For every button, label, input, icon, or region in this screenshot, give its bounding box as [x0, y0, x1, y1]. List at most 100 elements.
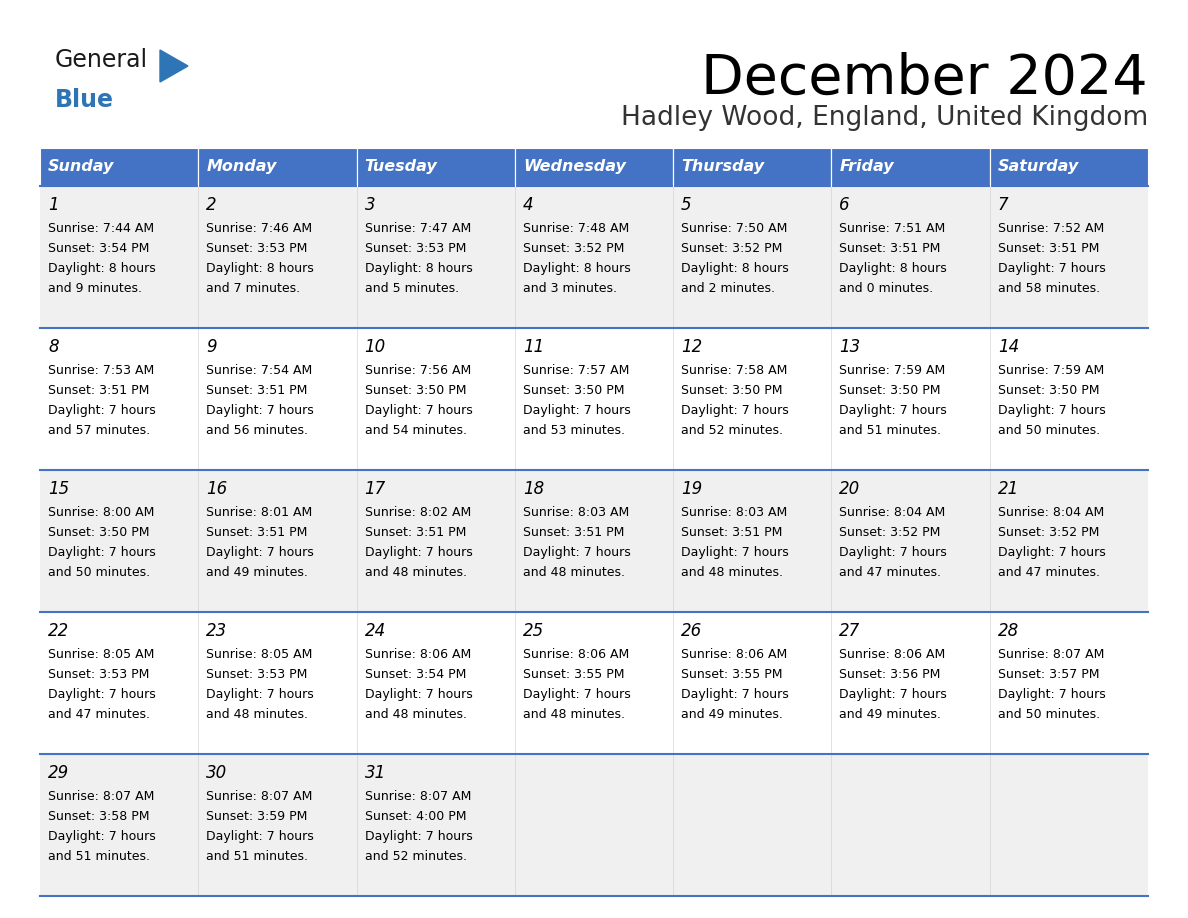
Text: Sunset: 3:51 PM: Sunset: 3:51 PM	[998, 242, 1099, 255]
Text: 22: 22	[48, 622, 69, 640]
Bar	[40, 186, 1148, 328]
Text: Sunset: 3:57 PM: Sunset: 3:57 PM	[998, 668, 1099, 681]
Text: Daylight: 7 hours: Daylight: 7 hours	[840, 546, 947, 559]
Text: Daylight: 7 hours: Daylight: 7 hours	[523, 404, 631, 417]
Text: Sunset: 3:55 PM: Sunset: 3:55 PM	[523, 668, 625, 681]
Text: Blue: Blue	[55, 88, 114, 112]
Text: Sunrise: 8:06 AM: Sunrise: 8:06 AM	[523, 648, 630, 661]
Text: Sunset: 3:51 PM: Sunset: 3:51 PM	[207, 526, 308, 539]
Text: and 0 minutes.: and 0 minutes.	[840, 282, 934, 295]
Text: and 56 minutes.: and 56 minutes.	[207, 424, 308, 437]
Text: 17: 17	[365, 480, 386, 498]
Text: and 51 minutes.: and 51 minutes.	[840, 424, 941, 437]
Text: and 2 minutes.: and 2 minutes.	[681, 282, 775, 295]
Text: 9: 9	[207, 338, 217, 356]
Text: 25: 25	[523, 622, 544, 640]
Text: 12: 12	[681, 338, 702, 356]
Text: Sunrise: 8:05 AM: Sunrise: 8:05 AM	[48, 648, 154, 661]
Text: Sunrise: 7:44 AM: Sunrise: 7:44 AM	[48, 222, 154, 235]
Text: Sunset: 3:52 PM: Sunset: 3:52 PM	[998, 526, 1099, 539]
Text: and 53 minutes.: and 53 minutes.	[523, 424, 625, 437]
Text: Daylight: 7 hours: Daylight: 7 hours	[365, 546, 473, 559]
Text: Sunrise: 8:02 AM: Sunrise: 8:02 AM	[365, 506, 470, 519]
Text: Sunset: 3:51 PM: Sunset: 3:51 PM	[365, 526, 466, 539]
Text: Daylight: 7 hours: Daylight: 7 hours	[998, 546, 1106, 559]
Text: 11: 11	[523, 338, 544, 356]
Text: 29: 29	[48, 764, 69, 782]
Text: General: General	[55, 48, 148, 72]
Bar	[40, 754, 1148, 896]
Text: Sunset: 3:54 PM: Sunset: 3:54 PM	[48, 242, 150, 255]
Text: Sunset: 3:50 PM: Sunset: 3:50 PM	[681, 384, 783, 397]
Text: Sunrise: 8:04 AM: Sunrise: 8:04 AM	[840, 506, 946, 519]
Text: Sunset: 3:59 PM: Sunset: 3:59 PM	[207, 810, 308, 823]
Text: Sunset: 3:50 PM: Sunset: 3:50 PM	[523, 384, 625, 397]
Text: Daylight: 7 hours: Daylight: 7 hours	[48, 688, 156, 701]
Text: and 49 minutes.: and 49 minutes.	[207, 566, 308, 579]
Text: Daylight: 8 hours: Daylight: 8 hours	[48, 262, 156, 275]
Text: 26: 26	[681, 622, 702, 640]
Text: and 49 minutes.: and 49 minutes.	[681, 708, 783, 721]
Text: 16: 16	[207, 480, 228, 498]
Bar	[832, 148, 990, 186]
Text: Tuesday: Tuesday	[365, 160, 437, 174]
Text: Sunrise: 8:06 AM: Sunrise: 8:06 AM	[365, 648, 470, 661]
Text: 6: 6	[840, 196, 851, 214]
Text: and 50 minutes.: and 50 minutes.	[48, 566, 150, 579]
Text: Thursday: Thursday	[681, 160, 764, 174]
Text: Sunrise: 8:05 AM: Sunrise: 8:05 AM	[207, 648, 312, 661]
Text: Daylight: 7 hours: Daylight: 7 hours	[681, 546, 789, 559]
Text: Sunrise: 7:58 AM: Sunrise: 7:58 AM	[681, 364, 788, 377]
Text: Sunset: 3:51 PM: Sunset: 3:51 PM	[48, 384, 150, 397]
Text: Daylight: 8 hours: Daylight: 8 hours	[365, 262, 473, 275]
Text: Daylight: 7 hours: Daylight: 7 hours	[365, 404, 473, 417]
Polygon shape	[160, 50, 188, 82]
Text: Friday: Friday	[840, 160, 895, 174]
Text: 27: 27	[840, 622, 860, 640]
Text: Daylight: 7 hours: Daylight: 7 hours	[48, 404, 156, 417]
Text: Sunrise: 7:59 AM: Sunrise: 7:59 AM	[840, 364, 946, 377]
Text: Daylight: 7 hours: Daylight: 7 hours	[681, 688, 789, 701]
Text: Sunrise: 8:01 AM: Sunrise: 8:01 AM	[207, 506, 312, 519]
Text: and 49 minutes.: and 49 minutes.	[840, 708, 941, 721]
Text: and 7 minutes.: and 7 minutes.	[207, 282, 301, 295]
Text: Hadley Wood, England, United Kingdom: Hadley Wood, England, United Kingdom	[621, 105, 1148, 131]
Bar	[40, 470, 1148, 612]
Text: 8: 8	[48, 338, 58, 356]
Text: 14: 14	[998, 338, 1019, 356]
Text: 13: 13	[840, 338, 860, 356]
Text: Sunrise: 8:00 AM: Sunrise: 8:00 AM	[48, 506, 154, 519]
Text: Monday: Monday	[207, 160, 277, 174]
Text: Daylight: 8 hours: Daylight: 8 hours	[840, 262, 947, 275]
Text: and 52 minutes.: and 52 minutes.	[365, 850, 467, 863]
Text: Sunset: 3:52 PM: Sunset: 3:52 PM	[681, 242, 783, 255]
Text: Daylight: 7 hours: Daylight: 7 hours	[681, 404, 789, 417]
Text: and 48 minutes.: and 48 minutes.	[365, 566, 467, 579]
Text: 23: 23	[207, 622, 228, 640]
Text: Daylight: 8 hours: Daylight: 8 hours	[207, 262, 314, 275]
Text: Sunset: 4:00 PM: Sunset: 4:00 PM	[365, 810, 466, 823]
Text: Sunrise: 7:56 AM: Sunrise: 7:56 AM	[365, 364, 470, 377]
Text: and 52 minutes.: and 52 minutes.	[681, 424, 783, 437]
Bar	[198, 148, 356, 186]
Text: 3: 3	[365, 196, 375, 214]
Text: Sunrise: 8:07 AM: Sunrise: 8:07 AM	[48, 790, 154, 803]
Text: 19: 19	[681, 480, 702, 498]
Text: Sunrise: 8:07 AM: Sunrise: 8:07 AM	[207, 790, 312, 803]
Text: Saturday: Saturday	[998, 160, 1079, 174]
Text: 4: 4	[523, 196, 533, 214]
Text: Sunset: 3:52 PM: Sunset: 3:52 PM	[523, 242, 624, 255]
Text: 28: 28	[998, 622, 1019, 640]
Text: Wednesday: Wednesday	[523, 160, 626, 174]
Text: and 3 minutes.: and 3 minutes.	[523, 282, 617, 295]
Text: and 54 minutes.: and 54 minutes.	[365, 424, 467, 437]
Text: Daylight: 7 hours: Daylight: 7 hours	[840, 688, 947, 701]
Text: and 47 minutes.: and 47 minutes.	[48, 708, 150, 721]
Text: and 51 minutes.: and 51 minutes.	[48, 850, 150, 863]
Text: Sunset: 3:53 PM: Sunset: 3:53 PM	[207, 242, 308, 255]
Text: and 48 minutes.: and 48 minutes.	[523, 708, 625, 721]
Text: Sunrise: 7:57 AM: Sunrise: 7:57 AM	[523, 364, 630, 377]
Text: and 5 minutes.: and 5 minutes.	[365, 282, 459, 295]
Text: Daylight: 7 hours: Daylight: 7 hours	[48, 830, 156, 843]
Text: Daylight: 7 hours: Daylight: 7 hours	[48, 546, 156, 559]
